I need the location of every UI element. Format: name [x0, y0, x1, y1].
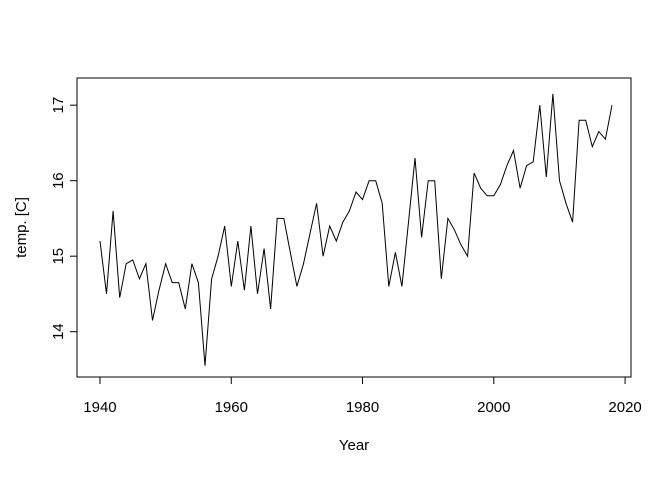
- x-axis-tick-label: 1960: [215, 399, 248, 416]
- y-axis-tick-label: 14: [50, 323, 67, 340]
- x-axis-tick-label: 1980: [346, 399, 379, 416]
- x-axis-tick-label: 1940: [83, 399, 116, 416]
- y-axis-tick-label: 17: [50, 97, 67, 114]
- y-axis-tick-label: 15: [50, 248, 67, 265]
- x-axis-title: Year: [339, 437, 369, 454]
- temperature-line: [99, 93, 613, 366]
- y-axis-title: temp. [C]: [13, 197, 30, 258]
- plot-box: [76, 77, 632, 378]
- y-axis-tick-label: 16: [50, 172, 67, 189]
- x-axis-tick-label: 2020: [608, 399, 641, 416]
- x-axis-tick-label: 2000: [477, 399, 510, 416]
